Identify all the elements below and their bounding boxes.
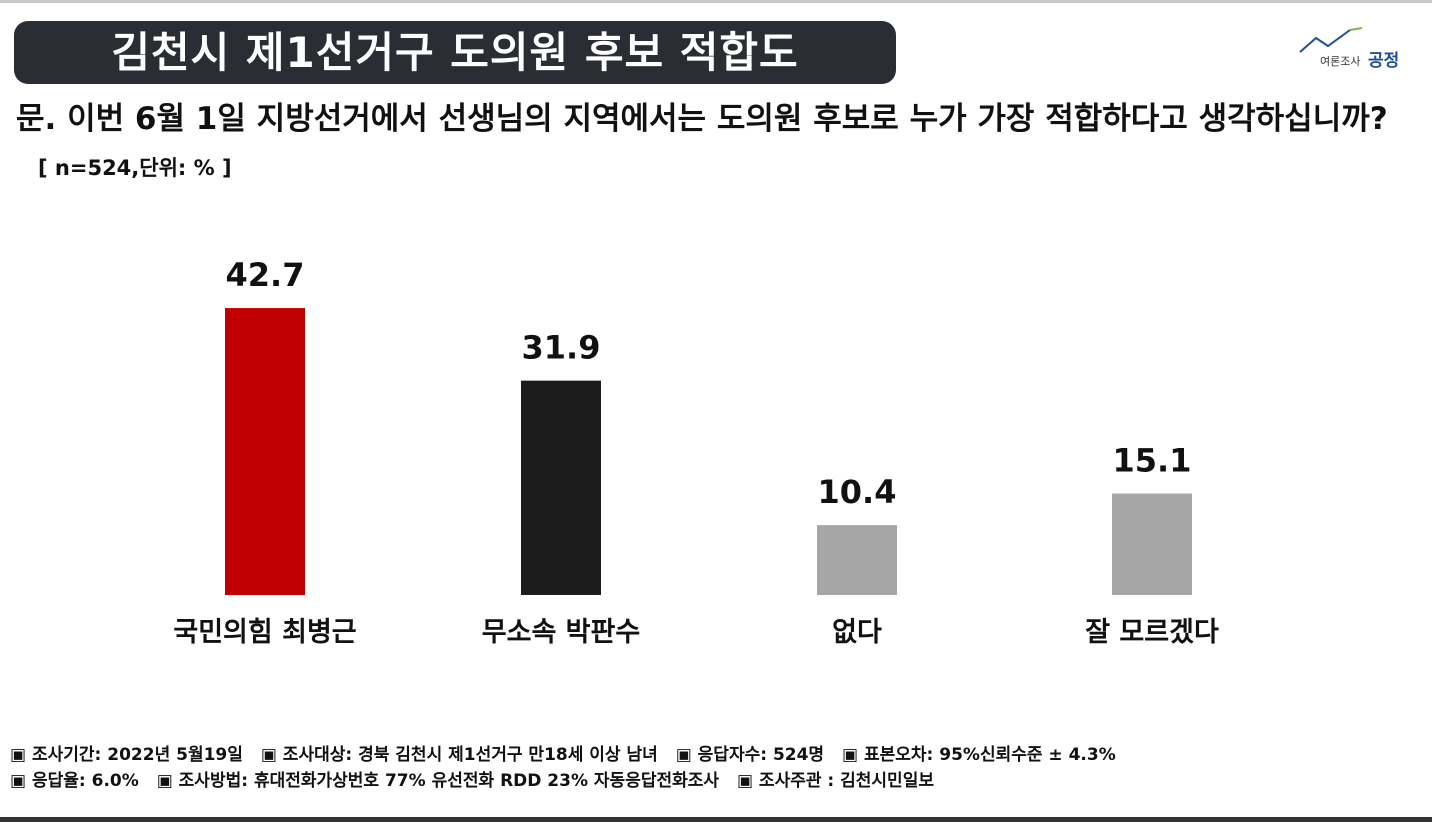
footer-method: ▣ 조사방법: 휴대전화가상번호 77% 유선전화 RDD 23% 자동응답전화… [156,771,720,791]
category-label-2: 무소속 박판수 [482,617,640,648]
category-label-3: 없다 [832,617,882,648]
survey-question: 문. 이번 6월 1일 지방선거에서 선생님의 지역에서는 도의원 후보로 누가… [16,96,1406,191]
footer-line-2: ▣ 응답율: 6.0% ▣ 조사방법: 휴대전화가상번호 77% 유선전화 RD… [10,768,1420,794]
logo-subtext: 여론조사 [1320,55,1361,68]
category-label-1: 국민의힘 최병근 [173,617,356,648]
footer-sponsor: ▣ 조사주관 : 김천시민일보 [736,771,934,791]
data-label-4: 15.1 [1113,442,1192,480]
bottom-rule [0,817,1432,822]
footer-target: ▣ 조사대상: 경북 김천시 제1선거구 만18세 이상 남녀 [260,745,658,765]
logo: 여론조사 공정 [1290,26,1414,71]
logo-name: 공정 [1368,51,1400,71]
page-title: 김천시 제1선거구 도의원 후보 적합도 [14,21,896,84]
bar-chart: 42.7 국민의힘 최병근 31.9 무소속 박판수 10.4 없다 15.1 잘 모르겠다 [173,256,1219,648]
footer-error: ▣ 표본오차: 95%신뢰수준 ± 4.3% [842,745,1116,765]
question-text: 문. 이번 6월 1일 지방선거에서 선생님의 지역에서는 도의원 후보로 누가… [16,101,1388,137]
chart-line-icon [1299,27,1363,53]
data-label-3: 10.4 [818,473,897,511]
bar-2 [521,380,601,595]
category-label-4: 잘 모르겠다 [1085,617,1219,648]
bar-4 [1112,493,1192,595]
footer-respondents: ▣ 응답자수: 524명 [675,745,825,765]
sample-note: [ n=524,단위: % ] [38,156,232,180]
survey-footer: ▣ 조사기간: 2022년 5월19일 ▣ 조사대상: 경북 김천시 제1선거구… [10,742,1420,794]
bar-3 [817,525,897,595]
footer-line-1: ▣ 조사기간: 2022년 5월19일 ▣ 조사대상: 경북 김천시 제1선거구… [10,742,1420,768]
footer-period: ▣ 조사기간: 2022년 5월19일 [10,745,243,765]
data-label-1: 42.7 [226,256,305,294]
bar-1 [225,308,305,595]
top-rule [0,0,1432,3]
data-label-2: 31.9 [522,329,601,367]
footer-response-rate: ▣ 응답율: 6.0% [10,771,139,791]
